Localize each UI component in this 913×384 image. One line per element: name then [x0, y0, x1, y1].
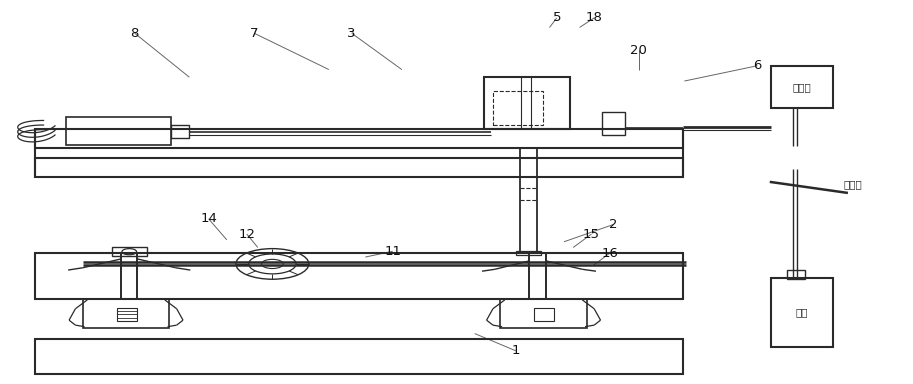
Text: 挤料端: 挤料端 [792, 82, 812, 92]
Text: 5: 5 [552, 12, 561, 25]
Bar [36, 157, 683, 177]
Text: 18: 18 [586, 12, 603, 25]
Text: 7: 7 [250, 27, 258, 40]
Text: 11: 11 [384, 245, 401, 258]
Bar [36, 253, 683, 299]
Bar [36, 129, 683, 148]
Bar [112, 247, 147, 256]
Bar [67, 117, 171, 145]
Bar [534, 308, 554, 321]
Bar [493, 91, 543, 125]
Bar [83, 299, 169, 328]
Text: 6: 6 [753, 59, 761, 72]
Text: 3: 3 [348, 27, 356, 40]
Text: 1: 1 [511, 344, 520, 357]
Bar [603, 113, 625, 136]
Bar [171, 125, 189, 138]
Text: 8: 8 [131, 27, 139, 40]
Bar [500, 299, 587, 328]
Text: 16: 16 [602, 247, 618, 260]
Bar [516, 250, 541, 255]
Text: 15: 15 [582, 228, 600, 241]
Text: 模具: 模具 [796, 308, 808, 318]
Bar [118, 308, 138, 321]
Text: 12: 12 [238, 228, 256, 241]
Text: 2: 2 [609, 218, 617, 231]
Bar [786, 270, 804, 279]
Text: 14: 14 [200, 212, 217, 225]
Bar [771, 66, 833, 108]
Bar [36, 339, 683, 374]
Bar [484, 77, 571, 129]
Text: 20: 20 [630, 44, 647, 57]
Bar [771, 278, 833, 347]
Text: 截断刀: 截断刀 [844, 179, 863, 189]
